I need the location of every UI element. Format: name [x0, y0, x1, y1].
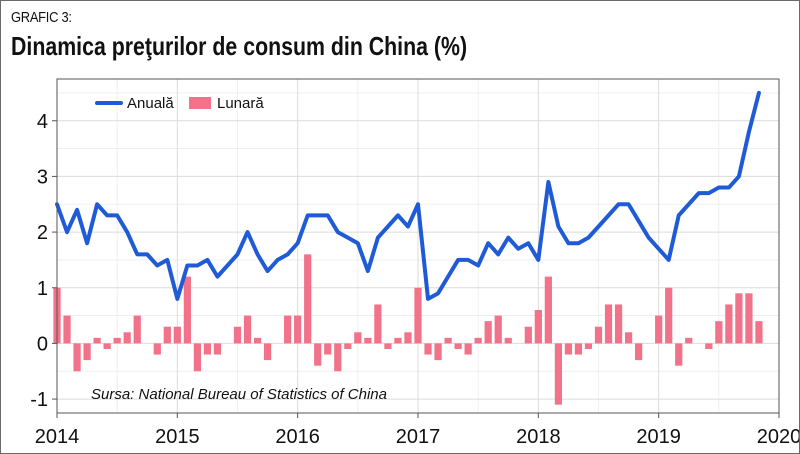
- bar-monthly: [614, 304, 623, 344]
- monthly-bars: [53, 254, 763, 405]
- bar-monthly: [544, 276, 552, 344]
- bar-monthly: [594, 326, 603, 344]
- bar-monthly: [504, 337, 512, 344]
- bar-monthly: [73, 343, 81, 372]
- x-axis-ticks: 2014 2015 2016 2017 2018 2019 2020: [35, 413, 799, 448]
- bar-monthly: [665, 287, 673, 344]
- bar-monthly: [163, 326, 171, 344]
- bar-monthly: [484, 321, 492, 344]
- bar-monthly: [203, 343, 212, 355]
- bar-monthly: [243, 315, 252, 344]
- legend-label-monthly: Lunară: [217, 95, 264, 112]
- bar-monthly: [464, 343, 472, 355]
- bar-monthly: [725, 304, 733, 344]
- bar-monthly: [685, 337, 693, 344]
- bar-monthly: [735, 293, 743, 344]
- bar-monthly: [655, 315, 663, 344]
- legend-swatch-monthly: [189, 97, 211, 109]
- source-note: Sursa: National Bureau of Statistics of …: [91, 386, 387, 403]
- bar-monthly: [745, 293, 753, 344]
- x-tick-label: 2014: [35, 426, 80, 448]
- bar-monthly: [193, 343, 201, 372]
- bar-monthly: [304, 254, 312, 344]
- bar-monthly: [153, 343, 161, 355]
- legend: Anuală Lunară: [95, 95, 264, 112]
- bar-monthly: [454, 343, 462, 349]
- bar-monthly: [414, 287, 422, 344]
- bar-monthly: [324, 343, 332, 355]
- bar-monthly: [494, 315, 502, 344]
- bar-monthly: [404, 332, 412, 344]
- bar-monthly: [183, 276, 191, 344]
- bar-monthly: [123, 332, 131, 344]
- bar-monthly: [133, 315, 141, 344]
- bar-monthly: [424, 343, 432, 355]
- y-axis-ticks: -1 0 1 2 3 4: [30, 111, 57, 411]
- bar-monthly: [675, 343, 683, 366]
- bar-monthly: [93, 337, 101, 344]
- x-tick-label: 2016: [275, 426, 320, 448]
- annual-line-layer: [55, 90, 761, 301]
- chart-title: Dinamica preţurilor de consum din China …: [11, 31, 468, 61]
- y-tick-label: 2: [37, 222, 48, 244]
- bar-monthly: [524, 326, 532, 344]
- bar-monthly: [474, 337, 482, 344]
- bar-monthly: [233, 326, 242, 344]
- x-tick-label: 2020: [757, 426, 799, 448]
- x-tick-label: 2018: [516, 426, 561, 448]
- bar-monthly: [584, 343, 593, 349]
- grid-layer: [56, 79, 780, 413]
- bar-monthly: [113, 337, 121, 344]
- bar-monthly: [705, 343, 713, 349]
- bar-monthly: [374, 304, 382, 344]
- bar-monthly: [334, 343, 342, 372]
- bar-monthly: [173, 326, 181, 344]
- bar-monthly: [354, 332, 362, 344]
- bar-monthly: [63, 315, 71, 344]
- bar-monthly: [624, 332, 633, 344]
- bar-monthly: [635, 343, 643, 361]
- bar-monthly: [554, 343, 562, 405]
- y-tick-label: 0: [37, 333, 48, 355]
- bar-monthly: [253, 337, 262, 344]
- x-tick-label: 2019: [636, 426, 681, 448]
- legend-label-annual: Anuală: [127, 95, 174, 112]
- bar-monthly: [604, 304, 613, 344]
- bar-monthly: [213, 343, 222, 355]
- bar-monthly: [394, 337, 402, 344]
- bar-monthly: [755, 321, 763, 344]
- y-tick-label: 1: [37, 278, 48, 300]
- y-tick-label: 4: [37, 111, 48, 133]
- bar-monthly: [263, 343, 272, 361]
- bar-monthly: [444, 337, 452, 344]
- bar-monthly: [434, 343, 442, 361]
- x-tick-label: 2017: [396, 426, 441, 448]
- chart-kicker: GRAFIC 3:: [11, 9, 72, 26]
- y-tick-label: 3: [37, 166, 48, 188]
- bar-monthly: [344, 343, 352, 349]
- bar-monthly: [103, 343, 111, 349]
- line-series-annual: [55, 90, 761, 301]
- bar-monthly: [574, 343, 583, 355]
- bar-monthly: [294, 315, 302, 344]
- y-tick-label: -1: [30, 389, 48, 411]
- bar-monthly: [83, 343, 91, 361]
- bar-monthly: [314, 343, 322, 366]
- bar-monthly: [715, 321, 723, 344]
- bar-monthly: [284, 315, 292, 344]
- x-tick-label: 2015: [155, 426, 200, 448]
- bar-monthly: [384, 343, 392, 349]
- bar-monthly: [364, 337, 372, 344]
- bar-monthly: [534, 310, 542, 344]
- bar-monthly: [564, 343, 573, 355]
